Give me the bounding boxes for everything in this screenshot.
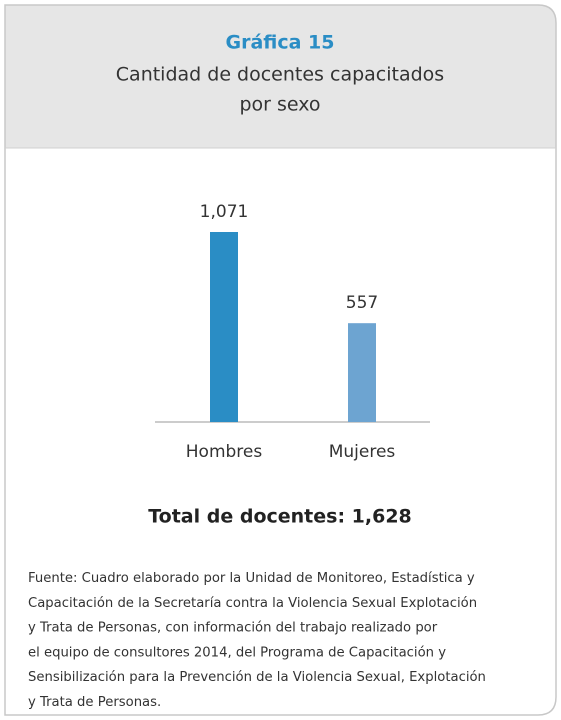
source-note: el equipo de consultores 2014, del Progr… [28, 644, 446, 660]
value-label: 1,071 [200, 202, 249, 222]
source-note: Fuente: Cuadro elaborado por la Unidad d… [28, 570, 475, 586]
source-note: Capacitación de la Secretaría contra la … [28, 595, 477, 611]
bar [348, 323, 376, 422]
source-note: y Trata de Personas. [28, 695, 161, 710]
source-note: y Trata de Personas, con información del… [28, 620, 438, 636]
card-header [5, 5, 556, 148]
chart-title: Cantidad de docentes capacitados [116, 64, 444, 86]
x-tick-label: Mujeres [329, 442, 396, 462]
bar [210, 232, 238, 422]
value-label: 557 [346, 293, 378, 313]
total: Total de docentes: 1,628 [148, 506, 412, 528]
x-tick-label: Hombres [186, 442, 263, 462]
chart-title: por sexo [239, 94, 320, 116]
card-border [4, 4, 557, 716]
chart-label: Gráfica 15 [225, 32, 334, 54]
source-note: Sensibilización para la Prevención de la… [28, 669, 486, 685]
